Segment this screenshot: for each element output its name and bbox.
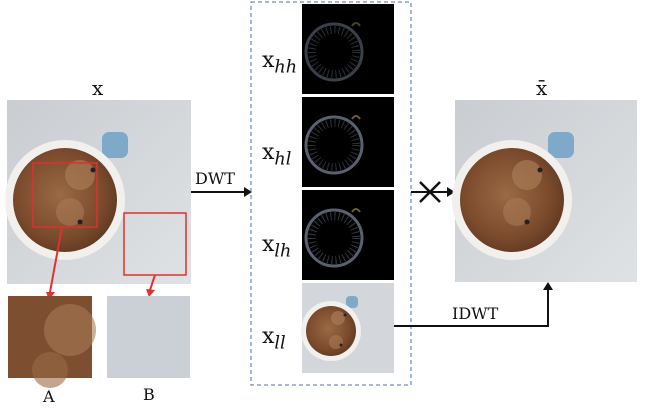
crop-b-box [123, 212, 187, 276]
subband-ll-image [301, 283, 394, 373]
input-image-label: x [92, 76, 104, 100]
crop-b-image [107, 296, 190, 378]
subband-hl-label: xhl [262, 140, 292, 170]
output-image [452, 100, 637, 282]
subband-lh-image [302, 190, 394, 280]
subband-lh-label: xlh [262, 232, 292, 262]
blocked-arrow-head [447, 187, 455, 197]
arrow-to-b-head [146, 289, 155, 297]
cross-mark-2 [419, 181, 441, 203]
idwt-label: IDWT [452, 304, 499, 323]
arrow-to-b [149, 274, 156, 291]
crop-b-label: B [143, 385, 155, 404]
crop-a-image [8, 296, 96, 388]
dwt-arrow-head [244, 187, 252, 197]
subband-ll-label: xll [262, 324, 286, 354]
crop-a-label: A [43, 387, 55, 406]
idwt-arrow-head [543, 282, 553, 290]
crop-a-box [32, 162, 98, 228]
subband-hh-label: xhh [262, 48, 298, 78]
arrow-to-a-head [46, 292, 55, 300]
arrow-to-a [49, 226, 63, 293]
dwt-label: DWT [195, 169, 235, 188]
cross-mark [419, 181, 441, 203]
output-image-label: x̄ [536, 76, 548, 100]
subband-hh-image [302, 4, 394, 94]
subband-hl-image [302, 97, 394, 187]
photo-x [5, 100, 191, 284]
